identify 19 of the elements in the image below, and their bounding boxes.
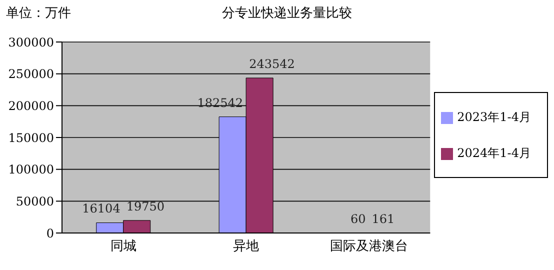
x-tick-label: 国际及港澳台	[330, 239, 408, 254]
x-tick-label: 同城	[110, 239, 136, 254]
data-label: 243542	[249, 56, 295, 71]
y-tick-label: 50000	[16, 194, 54, 208]
y-tick-label: 200000	[8, 98, 54, 113]
chart-title: 分专业快递业务量比较	[222, 5, 352, 22]
data-label: 161	[372, 212, 395, 226]
y-tick-label: 150000	[8, 130, 54, 145]
y-tick-label: 300000	[8, 35, 54, 50]
data-label: 19750	[126, 199, 165, 214]
text: 单位：万件	[6, 5, 71, 22]
legend-label: 2023年1-4月	[457, 110, 531, 124]
data-label: 60	[350, 212, 366, 226]
y-tick-label: 100000	[8, 162, 54, 177]
data-label: 16104	[82, 202, 121, 216]
legend-label: 2024年1-4月	[457, 146, 531, 160]
y-tick-label: 0	[46, 226, 54, 240]
x-tick-label: 异地	[233, 239, 260, 254]
y-tick-label: 250000	[8, 67, 54, 82]
